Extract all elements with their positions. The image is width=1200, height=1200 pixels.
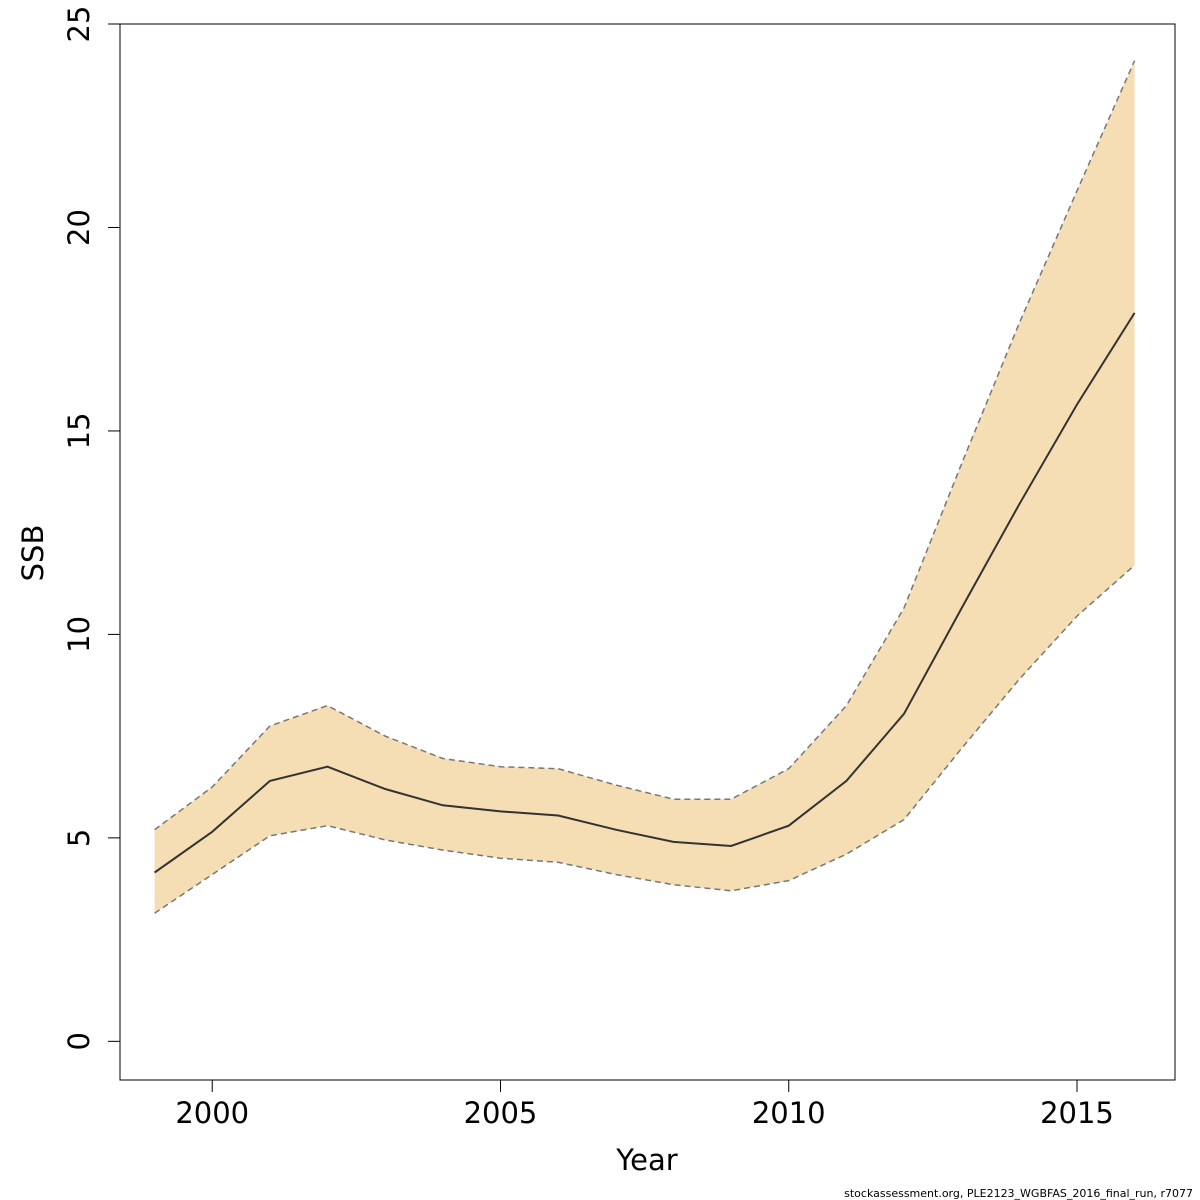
- y-tick-label: 10: [62, 616, 96, 653]
- x-axis-label: Year: [615, 1143, 677, 1177]
- y-tick-label: 15: [62, 412, 96, 449]
- confidence-band: [154, 60, 1135, 914]
- y-tick-label: 25: [62, 6, 96, 43]
- footer-source-text: stockassessment.org, PLE2123_WGBFAS_2016…: [844, 1187, 1193, 1200]
- x-tick-label: 2000: [175, 1096, 249, 1130]
- ssb-estimate-line: [154, 312, 1136, 874]
- x-tick-label: 2005: [464, 1096, 538, 1130]
- y-tick-label: 0: [62, 1032, 96, 1050]
- x-tick-label: 2010: [752, 1096, 826, 1130]
- lower-bound-line: [154, 564, 1136, 914]
- y-tick-label: 20: [62, 209, 96, 246]
- y-axis-label: SSB: [16, 525, 50, 582]
- y-axis: 0 5 10 15 20 25: [62, 6, 120, 1051]
- x-tick-label: 2015: [1040, 1096, 1114, 1130]
- upper-bound-line: [154, 60, 1136, 831]
- plot-frame: [119, 23, 1176, 1081]
- y-tick-label: 5: [62, 829, 96, 847]
- x-axis: 2000 2005 2010 2015: [175, 1080, 1114, 1130]
